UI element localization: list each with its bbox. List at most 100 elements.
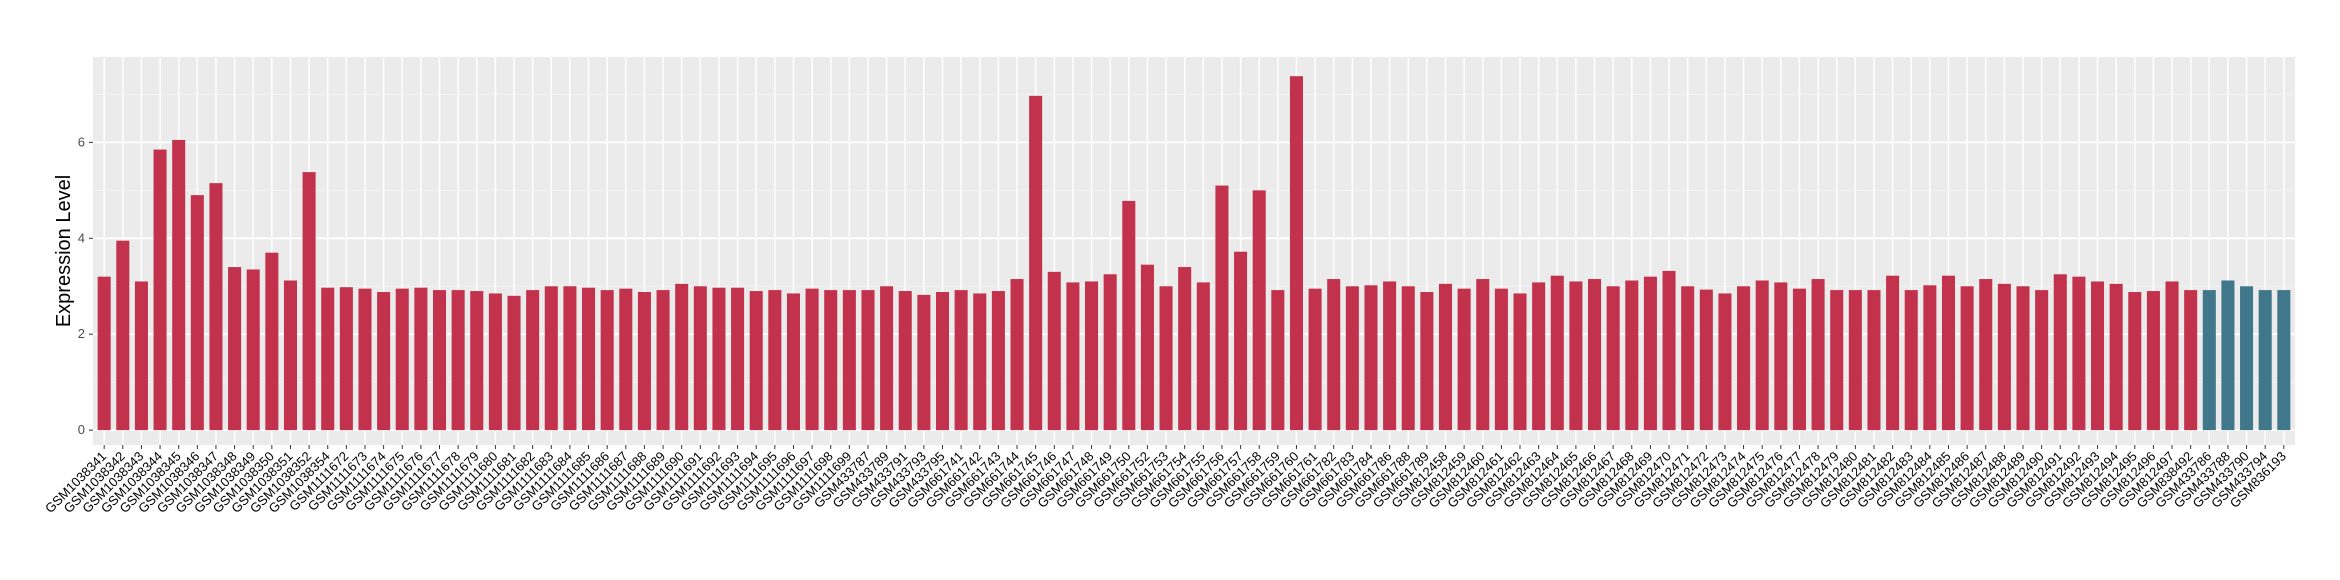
- bar: [1345, 286, 1359, 431]
- bar: [1122, 200, 1136, 431]
- bar: [954, 290, 968, 431]
- bar: [1774, 282, 1788, 431]
- bar: [935, 292, 950, 431]
- bar: [1140, 264, 1154, 431]
- bar: [2184, 290, 2198, 431]
- bar: [1103, 274, 1117, 431]
- bar: [1047, 271, 1061, 431]
- bar: [861, 290, 875, 431]
- bar: [1960, 286, 1974, 431]
- bar: [1066, 282, 1080, 431]
- bar: [805, 288, 819, 431]
- bar: [2109, 283, 2123, 431]
- bar: [2016, 286, 2030, 431]
- bar: [172, 139, 186, 431]
- bar: [2035, 290, 2049, 431]
- bar: [1196, 282, 1210, 431]
- bar: [1327, 279, 1341, 431]
- bar: [786, 293, 800, 431]
- bar: [582, 287, 596, 431]
- bar: [842, 290, 856, 431]
- bar: [1085, 281, 1099, 431]
- bar: [2128, 292, 2142, 431]
- bar: [1438, 283, 1453, 431]
- bar: [1867, 290, 1881, 431]
- bar: [1848, 290, 1862, 431]
- bar: [637, 292, 651, 431]
- bar: [1215, 185, 1229, 431]
- bar: [302, 172, 316, 431]
- bar: [1420, 292, 1434, 431]
- bar: [1401, 286, 1415, 431]
- bar: [1662, 270, 1676, 431]
- bar: [600, 290, 614, 431]
- bar: [470, 291, 484, 431]
- bar: [1178, 267, 1192, 431]
- bar: [526, 290, 540, 431]
- bar: [544, 286, 558, 431]
- bar: [507, 295, 521, 431]
- bar: [2053, 274, 2067, 431]
- bar: [1271, 290, 1285, 431]
- bar: [1830, 290, 1844, 431]
- bar: [1159, 286, 1173, 431]
- bar: [1588, 279, 1602, 431]
- bar: [563, 286, 577, 431]
- bar: [1457, 288, 1471, 431]
- bar: [395, 288, 409, 431]
- bar: [134, 281, 148, 431]
- bar: [1252, 190, 1266, 431]
- bar: [283, 280, 297, 431]
- bar: [1923, 285, 1937, 431]
- bar: [2202, 290, 2216, 431]
- bar: [321, 287, 335, 431]
- bar: [2072, 276, 2086, 431]
- y-tick-label: 4: [78, 230, 85, 245]
- bar: [1532, 282, 1546, 431]
- bar: [1681, 286, 1695, 431]
- bar: [917, 294, 931, 431]
- bar: [1289, 76, 1303, 431]
- bar: [228, 267, 242, 431]
- bar: [2221, 280, 2235, 431]
- bar: [1737, 286, 1751, 431]
- bar: [675, 283, 689, 431]
- bar: [693, 286, 707, 431]
- bar: [1792, 288, 1806, 431]
- bar: [731, 287, 745, 431]
- bar: [2258, 290, 2272, 431]
- bar: [97, 276, 111, 431]
- bar: [339, 287, 353, 431]
- bar: [1811, 279, 1825, 431]
- bar: [712, 287, 726, 431]
- bar: [880, 286, 894, 431]
- y-axis-label: Expression Level: [53, 175, 75, 327]
- bar: [656, 290, 670, 431]
- bar: [209, 183, 223, 431]
- bar: [1886, 275, 1900, 431]
- y-tick-label: 6: [78, 134, 85, 149]
- bar: [619, 288, 633, 431]
- y-tick-label: 0: [78, 422, 85, 437]
- bar: [1383, 281, 1397, 431]
- bar: [824, 290, 838, 431]
- bar: [1625, 280, 1639, 431]
- bar: [991, 291, 1005, 431]
- bar: [1979, 279, 1993, 431]
- bar: [2277, 290, 2291, 431]
- bar: [358, 288, 372, 431]
- bar: [246, 269, 260, 431]
- bar: [1606, 286, 1620, 431]
- bar: [1569, 281, 1583, 431]
- bar: [973, 293, 987, 431]
- bar: [2165, 281, 2179, 431]
- bar: [1476, 279, 1490, 431]
- bar: [414, 287, 428, 431]
- bar: [1718, 293, 1732, 431]
- bar: [1364, 285, 1378, 431]
- bar: [1494, 288, 1508, 431]
- bar: [1029, 95, 1043, 431]
- bar: [1308, 288, 1322, 431]
- bar: [1755, 280, 1769, 431]
